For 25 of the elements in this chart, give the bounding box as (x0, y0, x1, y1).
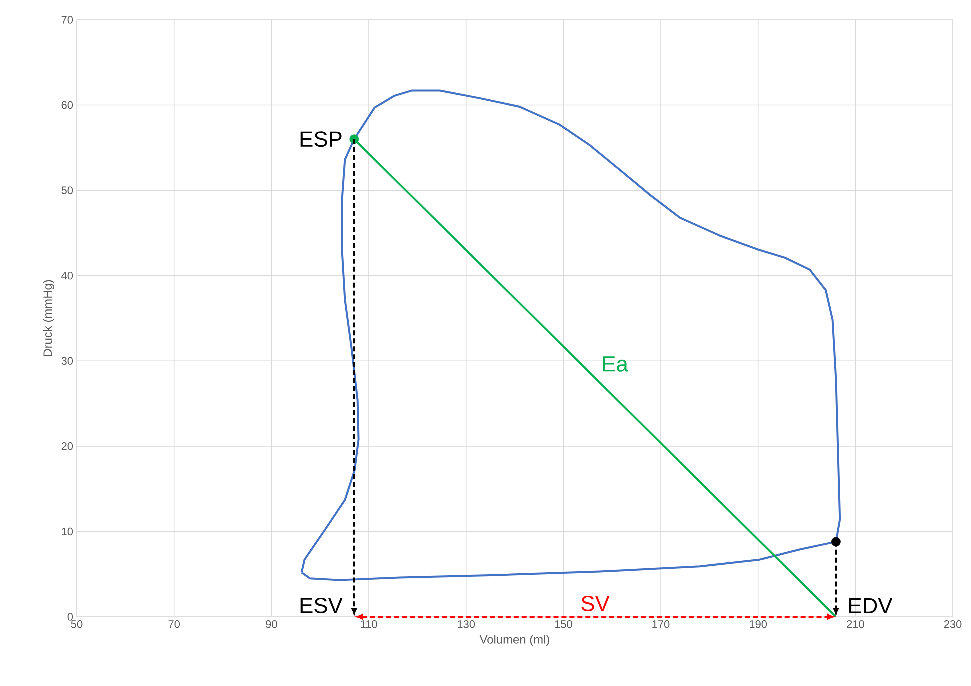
x-tick-label: 190 (750, 620, 768, 628)
y-tick-label: 10 (62, 528, 74, 536)
x-tick-label: 90 (266, 620, 278, 628)
y-tick-label: 70 (62, 16, 74, 24)
annotation: EDV (849, 598, 893, 614)
y-tick-label: 50 (62, 186, 74, 194)
x-tick-label: 110 (361, 620, 378, 628)
series-label: Ea (603, 356, 628, 372)
x-tick-label: 150 (555, 620, 572, 628)
annotation: ESV (300, 598, 343, 614)
y-tick-label: 0 (68, 613, 74, 621)
x-tick-label: 50 (71, 620, 83, 628)
x-tick-label: 170 (652, 620, 670, 628)
y-tick-label: 40 (62, 272, 74, 280)
annotation: SV (582, 596, 610, 612)
annotation: ESP (300, 132, 342, 148)
x-tick-label: 130 (458, 620, 476, 628)
y-tick-label: 60 (62, 101, 74, 110)
y-tick-label: 30 (62, 357, 74, 366)
x-axis-title: Volumen (ml) (480, 635, 550, 646)
y-axis-title: Druck (mmHg) (43, 280, 54, 356)
x-tick-label: 210 (847, 620, 864, 628)
x-tick-label: 230 (944, 620, 962, 628)
x-tick-label: 70 (168, 620, 180, 628)
y-tick-label: 20 (62, 442, 74, 450)
